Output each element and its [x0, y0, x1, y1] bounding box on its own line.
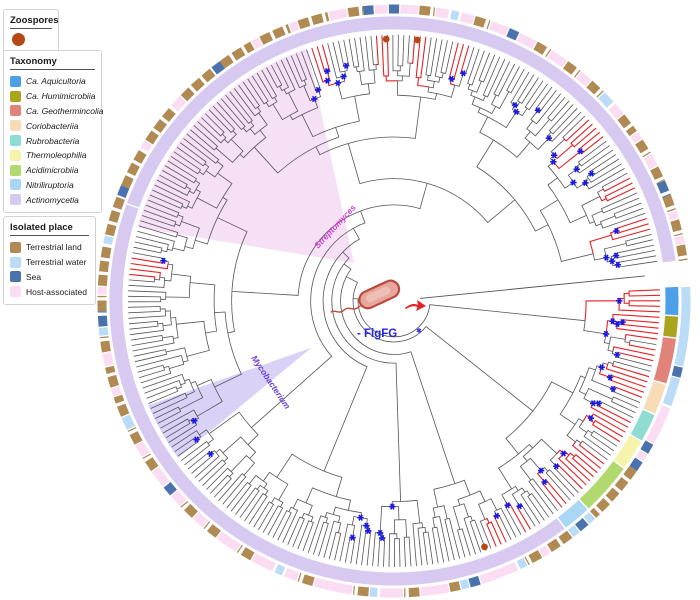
color-swatch: [10, 90, 21, 102]
zoospore-dot-icon: [12, 33, 25, 46]
color-swatch: [10, 75, 21, 87]
flagellum: [330, 305, 361, 313]
color-swatch: [10, 241, 21, 253]
isolated-place-legend: Isolated place Terrestrial land Terrestr…: [3, 216, 96, 306]
legend-item-humimicrobiia: Ca. Humimicrobiia: [10, 89, 95, 104]
flgfg-asterisk: ✱: [416, 327, 422, 335]
taxonomy-legend-title: Taxonomy: [10, 56, 95, 70]
zoospore-dots: [382, 35, 488, 551]
taxonomy-legend: Taxonomy Ca. Aquicultoria Ca. Humimicrob…: [3, 50, 103, 214]
legend-item-aquicultoria: Ca. Aquicultoria: [10, 74, 95, 89]
color-swatch: [10, 149, 21, 161]
zoospores-legend-title: Zoospores: [10, 15, 59, 29]
legend-item-coriobacteriia: Coriobacteriia: [10, 118, 95, 133]
legend-item-actinomycetia: Actinomycetia: [10, 192, 95, 207]
color-swatch: [10, 179, 21, 191]
color-swatch: [10, 135, 21, 147]
color-swatch: [10, 194, 21, 206]
legend-item-terrestrial-land: Terrestrial land: [10, 240, 89, 255]
color-swatch: [10, 256, 21, 268]
legend-item-host-associated: Host-associated: [10, 284, 89, 299]
legend-item-acidimicrobiia: Acidimicrobiia: [10, 163, 95, 178]
legend-item-rubrobacteria: Rubrobacteria: [10, 133, 95, 148]
color-swatch: [10, 164, 21, 176]
legend-item-nitriliruptoria: Nitriliruptoria: [10, 178, 95, 193]
isolated-place-legend-title: Isolated place: [10, 222, 89, 236]
color-swatch: [10, 105, 21, 117]
legend-item-terrestrial-water: Terrestrial water: [10, 255, 89, 270]
flgfg-label: - FlgFG: [357, 328, 397, 340]
color-swatch: [10, 271, 21, 283]
color-swatch: [10, 120, 21, 132]
legend-item-geothermincolia: Ca. Geothermincolia: [10, 104, 103, 119]
gene-loss-arrow: [405, 300, 426, 311]
zoospores-legend: Zoospores: [3, 9, 59, 53]
node-marks: [160, 62, 626, 542]
bacterium-icon: [330, 279, 426, 313]
color-swatch: [10, 286, 21, 298]
legend-item-sea: Sea: [10, 270, 89, 285]
annotation-rings: [97, 4, 691, 598]
legend-item-thermoleophilia: Thermoleophilia: [10, 148, 95, 163]
